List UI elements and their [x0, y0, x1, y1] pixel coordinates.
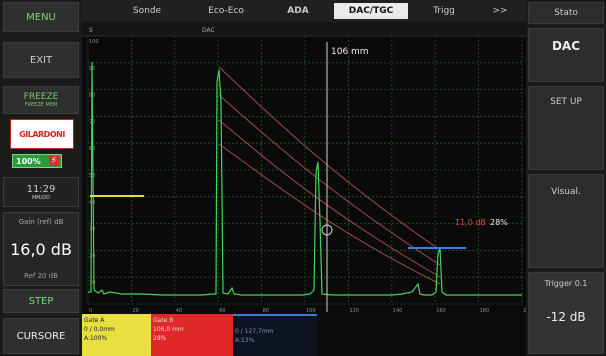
gate-b-line1: 106,0 mm: [153, 326, 184, 333]
gate-readout-bar: Gate A 0 / 0,0mm A:100% Gate B 106,0 mm …: [82, 314, 526, 356]
gate-a-line1: 0 / 0,0mm: [84, 326, 115, 333]
cursor-distance-label: 106 mm: [331, 47, 369, 57]
freeze-sub-label: FREEZE MEM: [24, 102, 58, 108]
brand-logo: GILARDONI: [10, 119, 74, 149]
top-tab-bar: Sonde Eco-Eco ADA DAC/TGC Trigg >>: [82, 0, 526, 22]
step-label: STEP: [28, 295, 54, 307]
time-sub-text: MM/DD: [31, 194, 50, 201]
visual-label: Visual.: [551, 187, 581, 197]
gate-c-line2: A:13%: [235, 337, 255, 344]
battery-indicator: 100% ⚡: [12, 154, 62, 168]
clock-display: 11:29 MM/DD: [3, 177, 79, 207]
tab-eco-eco-label: Eco-Eco: [208, 6, 244, 16]
tab-ada[interactable]: ADA: [268, 3, 328, 19]
freeze-button[interactable]: FREEZE FREEZE MEM: [3, 86, 79, 114]
dac-curve-1: [218, 66, 441, 251]
cursor-intersection-marker: [321, 224, 333, 236]
y-tick-label: 40: [89, 200, 95, 206]
gate-c-line1: 0 / 127,7mm: [235, 328, 274, 335]
x-tick-label: 160: [436, 308, 446, 314]
sub-header-strip: [82, 22, 526, 36]
gain-caption: Gain (ref) dB: [18, 218, 64, 226]
x-axis-ticks: 0 20 40 60 80 100 120 140 160 180 200: [89, 308, 526, 314]
freeze-label: FREEZE: [23, 92, 59, 102]
x-tick-label: 100: [306, 308, 316, 314]
grid: [87, 35, 523, 305]
x-tick-label: 80: [263, 308, 269, 314]
x-tick-label: 0: [89, 308, 92, 314]
tab-sonde-label: Sonde: [132, 6, 162, 16]
right-menu: Stato DAC SET UP Visual. Trigger 0.1 -12…: [526, 0, 606, 356]
tab-more[interactable]: >>: [480, 3, 520, 19]
gate-b-readout[interactable]: Gate B 106,0 mm 28%: [151, 314, 233, 356]
battery-percent: 100%: [16, 156, 41, 166]
x-tick-label: 60: [219, 308, 225, 314]
tab-dac-tgc-label: DAC/TGC: [348, 6, 394, 16]
y-tick-label: 20: [89, 253, 95, 259]
dac-curve-4: [218, 143, 441, 285]
x-tick-label: 120: [349, 308, 359, 314]
x-tick-label: 140: [393, 308, 403, 314]
battery-charge-icon: ⚡: [48, 156, 59, 166]
y-tick-label: 50: [89, 173, 95, 179]
gate-b-line2: 28%: [153, 335, 167, 342]
menu-button[interactable]: MENU: [3, 2, 79, 32]
gate-c-readout[interactable]: 0 / 127,7mm A:13%: [233, 314, 317, 356]
dac-button[interactable]: DAC: [528, 28, 604, 82]
trigger-value: -12 dB: [546, 310, 586, 324]
gate-b-title: Gate B: [153, 317, 174, 324]
step-button[interactable]: STEP: [3, 289, 79, 313]
y-tick-label: 30: [89, 227, 95, 233]
setup-label: SET UP: [550, 97, 582, 107]
left-menu: MENU EXIT FREEZE FREEZE MEM GILARDONI 10…: [0, 0, 82, 356]
x-tick-label: 40: [176, 308, 182, 314]
dac-curve-3: [218, 119, 441, 278]
amplitude-percent-label: 28%: [490, 218, 508, 227]
y-tick-label: 10: [89, 280, 95, 286]
gate-a-readout[interactable]: Gate A 0 / 0,0mm A:100%: [82, 314, 151, 356]
stato-button[interactable]: Stato: [528, 2, 604, 24]
exit-button[interactable]: EXIT: [3, 42, 79, 78]
y-tick-label: 100: [89, 39, 99, 45]
menu-label: MENU: [26, 11, 56, 23]
tab-trigg[interactable]: Trigg: [414, 3, 474, 19]
exit-label: EXIT: [29, 54, 53, 66]
tab-sonde[interactable]: Sonde: [112, 3, 182, 19]
sub-header-left: S: [89, 27, 93, 34]
x-tick-label: 180: [480, 308, 490, 314]
setup-button[interactable]: SET UP: [528, 86, 604, 170]
trigger-label: Trigger 0.1: [544, 279, 588, 288]
dac-curve-2: [218, 94, 441, 266]
brand-text: GILARDONI: [19, 129, 65, 139]
echo-signal: [88, 61, 522, 296]
gate-a-title: Gate A: [84, 317, 105, 324]
cursors-button[interactable]: CURSORE: [3, 318, 79, 354]
a-scan-display: 100 90 80 70 60 50 40 30 20 10 0 20 40 60 80 100 120 140…: [82, 22, 526, 314]
tab-dac-tgc[interactable]: DAC/TGC: [334, 3, 408, 19]
gain-control[interactable]: Gain (ref) dB 16,0 dB Ref 20 dB: [3, 212, 79, 286]
dac-label: DAC: [551, 39, 581, 53]
x-tick-label: 20: [132, 308, 138, 314]
time-text: 11:29: [26, 183, 56, 195]
tab-trigg-label: Trigg: [433, 6, 455, 16]
gain-sub: Ref 20 dB: [24, 272, 58, 280]
tab-more-label: >>: [492, 6, 508, 16]
sub-header-mid: DAC: [202, 27, 215, 34]
amplitude-db-label: 11,0 dB: [455, 218, 486, 227]
tab-eco-eco[interactable]: Eco-Eco: [190, 3, 262, 19]
tab-ada-label: ADA: [287, 6, 309, 16]
x-tick-label: 200: [523, 308, 526, 314]
cursors-label: CURSORE: [16, 330, 66, 342]
gain-value: 16,0 dB: [10, 239, 72, 259]
visual-button[interactable]: Visual.: [528, 174, 604, 268]
gate-a-line2: A:100%: [84, 335, 108, 342]
trigger-control[interactable]: Trigger 0.1 -12 dB: [528, 272, 604, 354]
stato-label: Stato: [554, 8, 578, 18]
